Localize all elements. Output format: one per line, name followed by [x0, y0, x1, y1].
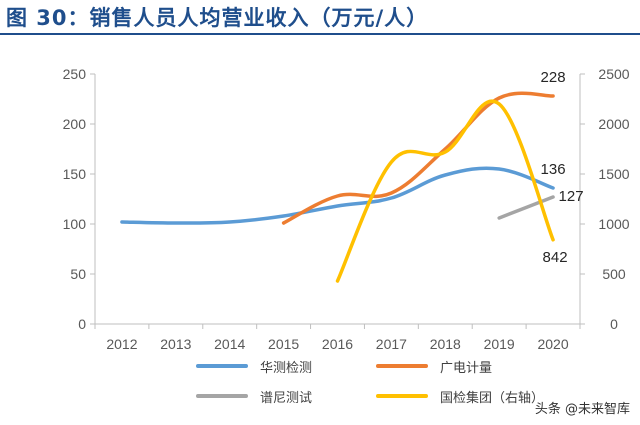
y-right-tick-label: 500 — [602, 266, 626, 282]
y-left-tick-label: 0 — [78, 316, 86, 332]
x-tick-label: 2013 — [160, 336, 191, 352]
x-tick-label: 2016 — [322, 336, 353, 352]
legend-item-1: 广电计量 — [376, 356, 492, 376]
watermark-text: 头条 @未来智库 — [534, 402, 630, 417]
series-line-1 — [281, 91, 555, 225]
y-right-tick-label: 1000 — [598, 216, 629, 232]
y-left-tick-label: 150 — [63, 166, 87, 182]
chart-legend: 华测检测 广电计量 谱尼测试 国检集团（右轴） — [196, 356, 616, 412]
y-right-tick-label: 2500 — [598, 66, 629, 82]
legend-swatch-2 — [196, 394, 248, 398]
legend-swatch-3 — [376, 394, 428, 398]
legend-label-2: 谱尼测试 — [260, 390, 313, 406]
series-line-2 — [497, 195, 555, 220]
legend-swatch-1 — [376, 364, 428, 368]
title-divider — [0, 33, 640, 35]
data-label-3: 842 — [543, 249, 568, 266]
x-tick-label: 2020 — [537, 336, 568, 352]
series-line-0 — [120, 166, 555, 225]
legend-label-3: 国检集团（右轴） — [440, 390, 545, 406]
data-label-2: 127 — [559, 188, 584, 205]
x-tick-label: 2017 — [376, 336, 407, 352]
y-right-tick-label: 0 — [610, 316, 618, 332]
legend-swatch-0 — [196, 364, 248, 368]
legend-label-0: 华测检测 — [260, 360, 313, 376]
data-label-1: 136 — [541, 161, 566, 178]
y-right-tick-label: 1500 — [598, 166, 629, 182]
legend-item-3: 国检集团（右轴） — [376, 386, 544, 406]
x-tick-label: 2012 — [106, 336, 137, 352]
x-tick-label: 2019 — [484, 336, 515, 352]
legend-item-2: 谱尼测试 — [196, 386, 312, 406]
x-tick-label: 2018 — [430, 336, 461, 352]
legend-item-0: 华测检测 — [196, 356, 312, 376]
y-left-tick-label: 200 — [63, 116, 87, 132]
y-left-tick-label: 50 — [70, 266, 86, 282]
legend-label-1: 广电计量 — [440, 360, 493, 376]
y-left-tick-label: 100 — [63, 216, 87, 232]
x-tick-label: 2015 — [268, 336, 299, 352]
x-tick-label: 2014 — [214, 336, 245, 352]
data-label-0: 228 — [541, 69, 566, 86]
chart-title: 图 30：销售人员人均营业收入（万元/人） — [6, 6, 429, 30]
series-line-3 — [335, 99, 555, 283]
watermark: 头条 @未来智库 — [535, 398, 630, 417]
y-left-tick-label: 250 — [63, 66, 87, 82]
y-right-tick-label: 2000 — [598, 116, 629, 132]
